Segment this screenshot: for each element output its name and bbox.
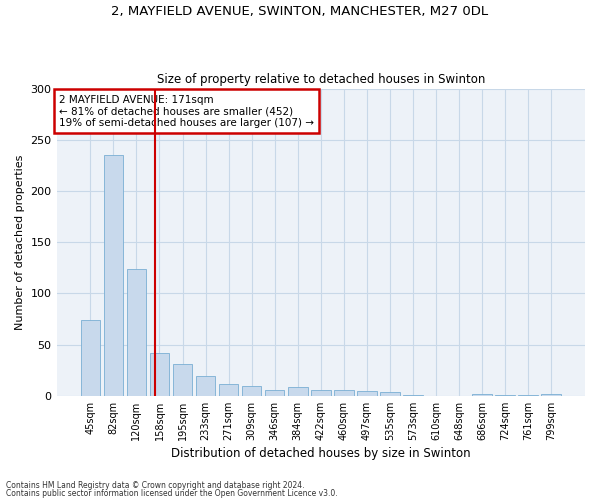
Bar <box>173 364 193 396</box>
Bar <box>472 394 492 396</box>
Text: 2 MAYFIELD AVENUE: 171sqm
← 81% of detached houses are smaller (452)
19% of semi: 2 MAYFIELD AVENUE: 171sqm ← 81% of detac… <box>59 94 314 128</box>
Bar <box>104 155 123 396</box>
Bar <box>288 386 308 396</box>
Bar <box>403 395 423 396</box>
Bar <box>311 390 331 396</box>
Title: Size of property relative to detached houses in Swinton: Size of property relative to detached ho… <box>157 73 485 86</box>
Bar <box>196 376 215 396</box>
Text: Contains HM Land Registry data © Crown copyright and database right 2024.: Contains HM Land Registry data © Crown c… <box>6 481 305 490</box>
Bar <box>541 394 561 396</box>
Bar <box>357 390 377 396</box>
Text: 2, MAYFIELD AVENUE, SWINTON, MANCHESTER, M27 0DL: 2, MAYFIELD AVENUE, SWINTON, MANCHESTER,… <box>112 5 488 18</box>
Y-axis label: Number of detached properties: Number of detached properties <box>15 154 25 330</box>
Bar <box>380 392 400 396</box>
Bar <box>334 390 353 396</box>
Bar <box>80 320 100 396</box>
Bar <box>496 395 515 396</box>
Bar <box>127 269 146 396</box>
X-axis label: Distribution of detached houses by size in Swinton: Distribution of detached houses by size … <box>171 447 470 460</box>
Bar <box>149 353 169 396</box>
Text: Contains public sector information licensed under the Open Government Licence v3: Contains public sector information licen… <box>6 488 338 498</box>
Bar <box>242 386 262 396</box>
Bar <box>518 395 538 396</box>
Bar <box>219 384 238 396</box>
Bar <box>265 390 284 396</box>
